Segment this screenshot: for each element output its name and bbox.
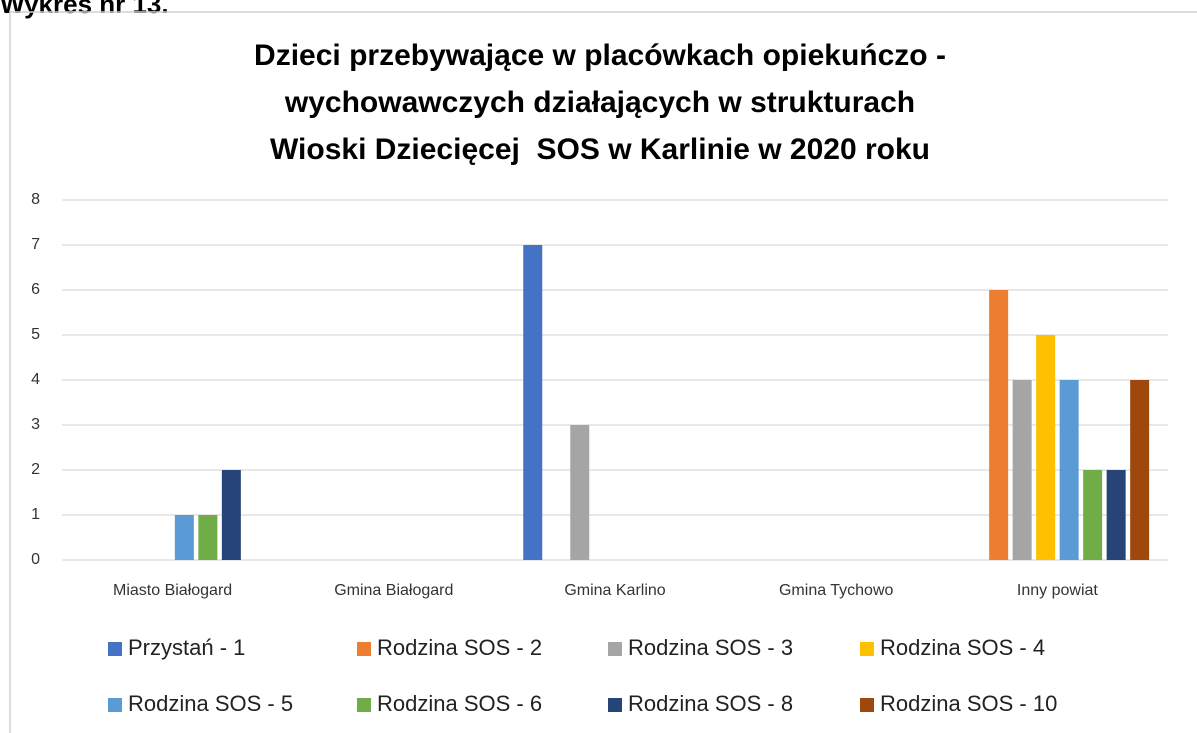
bar [221, 470, 241, 560]
bar [174, 515, 194, 560]
bar [1059, 380, 1079, 560]
legend-label: Rodzina SOS - 5 [128, 691, 293, 716]
bar [523, 245, 543, 560]
x-tick-label: Miasto Białogard [113, 582, 232, 599]
bar [1083, 470, 1103, 560]
y-tick-label: 5 [31, 326, 40, 343]
bar [570, 425, 590, 560]
bar [1012, 380, 1032, 560]
y-tick-label: 8 [31, 191, 40, 208]
legend-label: Rodzina SOS - 2 [377, 635, 542, 660]
y-tick-label: 7 [31, 236, 40, 253]
legend-swatch [860, 698, 874, 712]
bar [1036, 335, 1056, 560]
bar [1106, 470, 1126, 560]
heading: Wykres nr 13. [0, 0, 169, 19]
y-tick-label: 6 [31, 281, 40, 298]
legend-label: Rodzina SOS - 8 [628, 691, 793, 716]
legend-label: Rodzina SOS - 10 [880, 691, 1057, 716]
chart-title: Dzieci przebywające w placówkach opiekuń… [254, 39, 946, 72]
y-tick-label: 1 [31, 506, 40, 523]
x-tick-label: Gmina Karlino [564, 582, 665, 599]
legend-label: Rodzina SOS - 4 [880, 635, 1045, 660]
chart-frame [9, 11, 1197, 733]
bar [1130, 380, 1150, 560]
legend-label: Rodzina SOS - 6 [377, 691, 542, 716]
legend-label: Rodzina SOS - 3 [628, 635, 793, 660]
x-tick-label: Gmina Białogard [334, 582, 453, 599]
legend-swatch [357, 642, 371, 656]
legend-swatch [860, 642, 874, 656]
x-tick-label: Gmina Tychowo [779, 582, 894, 599]
chart-title: Wioski Dziecięcej SOS w Karlinie w 2020 … [270, 133, 930, 166]
legend-swatch [608, 698, 622, 712]
bar [989, 290, 1009, 560]
y-tick-label: 4 [31, 371, 40, 388]
y-tick-label: 3 [31, 416, 40, 433]
legend-swatch [357, 698, 371, 712]
x-tick-label: Inny powiat [1017, 582, 1098, 599]
legend-swatch [608, 642, 622, 656]
chart-title: wychowawczych działających w strukturach [284, 86, 915, 119]
legend-swatch [108, 698, 122, 712]
bar [198, 515, 218, 560]
legend-label: Przystań - 1 [128, 635, 245, 660]
y-tick-label: 0 [31, 551, 40, 568]
legend-swatch [108, 642, 122, 656]
y-tick-label: 2 [31, 461, 40, 478]
